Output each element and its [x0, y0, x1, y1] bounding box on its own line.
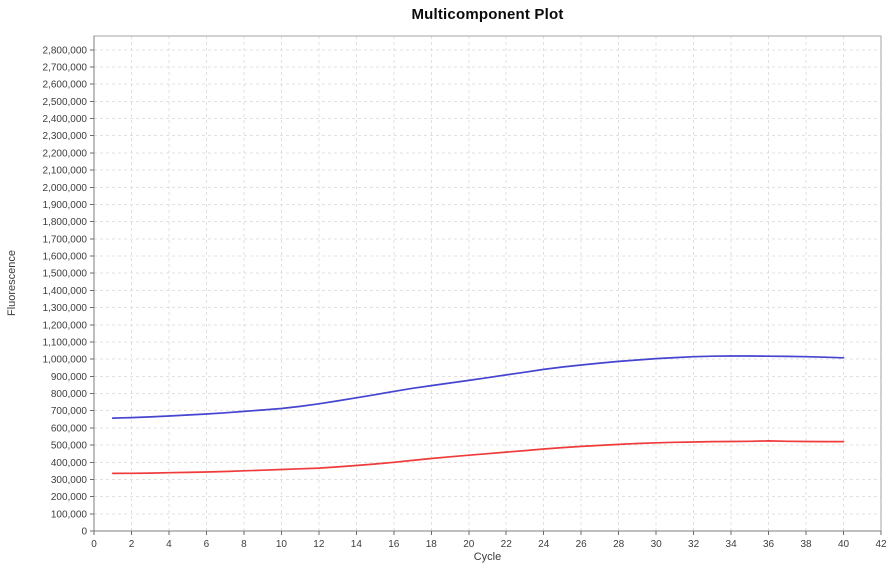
x-tick-label: 0 [91, 539, 97, 550]
x-tick-label: 8 [241, 539, 247, 550]
x-tick-label: 24 [538, 539, 550, 550]
y-tick-label: 2,500,000 [43, 97, 88, 108]
y-tick-label: 1,500,000 [43, 269, 88, 280]
x-tick-label: 4 [166, 539, 172, 550]
y-tick-label: 0 [81, 527, 87, 538]
y-tick-label: 2,600,000 [43, 80, 88, 91]
x-tick-label: 20 [463, 539, 475, 550]
y-tick-label: 1,900,000 [43, 200, 88, 211]
y-tick-label: 1,600,000 [43, 252, 88, 263]
y-tick-label: 2,700,000 [43, 62, 88, 73]
y-tick-label: 1,700,000 [43, 234, 88, 245]
y-tick-label: 2,400,000 [43, 114, 88, 125]
chart-title: Multicomponent Plot [411, 6, 564, 23]
y-tick-label: 200,000 [51, 492, 88, 503]
x-tick-label: 2 [129, 539, 135, 550]
y-tick-label: 2,200,000 [43, 148, 88, 159]
y-tick-label: 1,200,000 [43, 320, 88, 331]
y-axis-title: Fluorescence [6, 249, 18, 317]
y-tick-label: 2,300,000 [43, 131, 88, 142]
y-tick-label: 2,100,000 [43, 166, 88, 177]
y-tick-label: 500,000 [51, 441, 88, 452]
x-tick-label: 6 [204, 539, 210, 550]
x-tick-label: 34 [726, 539, 738, 550]
x-tick-label: 32 [688, 539, 700, 550]
series-line-dye-signal-red [111, 440, 845, 475]
series-line-dye-signal-blue [111, 355, 845, 419]
y-tick-label: 300,000 [51, 475, 88, 486]
y-tick-label: 2,000,000 [43, 183, 88, 194]
y-tick-label: 1,300,000 [43, 303, 88, 314]
y-tick-label: 700,000 [51, 406, 88, 417]
y-tick-label: 2,800,000 [43, 45, 88, 56]
x-tick-label: 38 [800, 539, 812, 550]
x-tick-label: 18 [426, 539, 438, 550]
x-tick-label: 40 [838, 539, 850, 550]
x-tick-label: 14 [351, 539, 363, 550]
y-tick-label: 1,400,000 [43, 286, 88, 297]
x-tick-label: 22 [501, 539, 513, 550]
y-tick-label: 1,100,000 [43, 337, 88, 348]
plot-border [93, 35, 882, 532]
x-tick-label: 12 [313, 539, 325, 550]
x-tick-label: 28 [613, 539, 625, 550]
y-tick-label: 900,000 [51, 372, 88, 383]
x-tick-label: 26 [576, 539, 588, 550]
y-tick-label: 400,000 [51, 458, 88, 469]
y-tick-label: 100,000 [51, 509, 88, 520]
x-tick-label: 30 [651, 539, 663, 550]
y-tick-label: 1,800,000 [43, 217, 88, 228]
x-tick-label: 10 [276, 539, 288, 550]
y-tick-label: 1,000,000 [43, 355, 88, 366]
y-tick-label: 600,000 [51, 423, 88, 434]
x-tick-label: 16 [388, 539, 400, 550]
x-tick-label: 36 [763, 539, 775, 550]
x-tick-label: 42 [875, 539, 887, 550]
x-axis-title: Cycle [473, 551, 502, 563]
y-tick-label: 800,000 [51, 389, 88, 400]
